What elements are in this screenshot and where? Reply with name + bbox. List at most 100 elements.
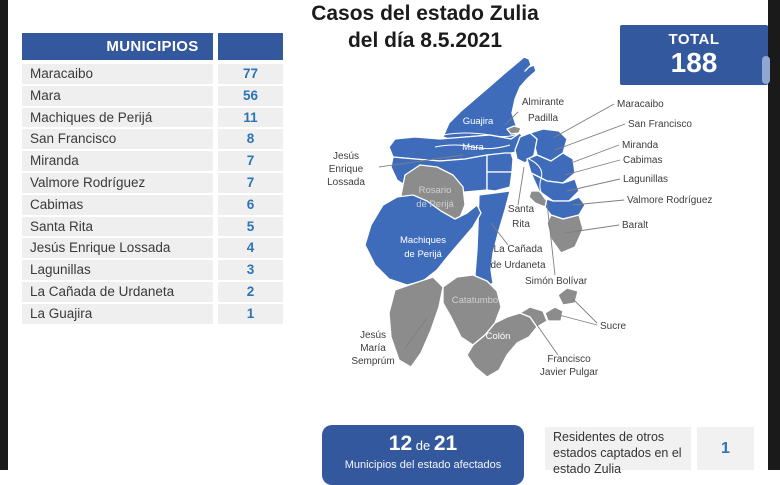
callout-maracaibo: Maracaibo xyxy=(617,99,664,110)
leader-miranda xyxy=(570,144,620,164)
scrollbar-thumb[interactable] xyxy=(762,56,770,84)
table-row: Cabimas 6 xyxy=(22,194,283,215)
map-region-maracaibo xyxy=(486,152,514,173)
affected-total: 21 xyxy=(433,432,458,455)
affected-value: 12 xyxy=(388,432,413,455)
leader-lagunillas xyxy=(566,178,621,192)
leader-cabimas xyxy=(564,159,621,176)
map-region-sucre-1 xyxy=(557,287,579,306)
map-label-rosario-2: de Perijá xyxy=(416,199,454,210)
leader-almirante xyxy=(504,111,519,126)
map-region-san-francisco xyxy=(486,171,513,192)
map-region-francisco-javier-pulgar xyxy=(519,306,548,328)
leader-fjp xyxy=(536,324,559,356)
map-region-la-canada xyxy=(474,190,511,290)
row-value: 4 xyxy=(218,238,283,259)
row-name: Machiques de Perijá xyxy=(22,107,213,128)
leader-san-francisco xyxy=(554,123,626,151)
map-label-machiques-1: Machiques xyxy=(400,235,446,246)
row-name: Lagunillas xyxy=(22,260,213,280)
residents-line3: estado Zulia xyxy=(553,461,622,476)
callout-canada-2: de Urdaneta xyxy=(490,260,545,271)
row-name: La Guajira xyxy=(22,303,213,324)
river-line xyxy=(434,144,511,150)
total-box: TOTAL 188 xyxy=(620,25,770,85)
table-row: Machiques de Perijá 11 xyxy=(22,107,283,128)
leader-sucre-1 xyxy=(572,298,598,324)
table-row: Valmore Rodríguez 7 xyxy=(22,172,283,193)
page-title: Casos del estado Zulia del día 8.5.2021 xyxy=(280,1,570,55)
callout-jms-3: Semprúm xyxy=(351,356,394,367)
map-label-rosario-1: Rosario xyxy=(419,185,452,196)
leader-jms xyxy=(404,317,428,349)
map-region-sucre-2 xyxy=(544,306,564,322)
row-name: San Francisco xyxy=(22,129,213,150)
table-row: Miranda 7 xyxy=(22,151,283,171)
row-name: Miranda xyxy=(22,151,213,171)
callout-jms-1: Jesús xyxy=(360,330,386,341)
map-label-machiques-2: de Perijá xyxy=(404,249,442,260)
table-header-label: MUNICIPIOS xyxy=(106,38,199,55)
residents-line1: Residentes de otros xyxy=(553,430,665,444)
zulia-map: Guajira Mara Rosario de Perijá Machiques… xyxy=(327,56,712,378)
callout-miranda: Miranda xyxy=(622,140,659,151)
table-row: San Francisco 8 xyxy=(22,129,283,150)
row-name: Cabimas xyxy=(22,194,213,215)
row-value: 1 xyxy=(218,303,283,324)
municipios-table: MUNICIPIOS Maracaibo 77 Mara 56 Machiques … xyxy=(22,33,283,326)
affected-sep: de xyxy=(415,438,431,453)
leader-valmore xyxy=(572,199,625,206)
title-line1: Casos del estado Zulia xyxy=(311,2,539,25)
table-row: Maracaibo 77 xyxy=(22,64,283,84)
river-line xyxy=(442,132,521,138)
residents-note: Residentes de otros estados captados en … xyxy=(545,427,691,476)
map-label-catatumbo: Catatumbo xyxy=(452,295,498,306)
callout-santa-rita-1: Santa xyxy=(508,204,535,215)
table-row: Mara 56 xyxy=(22,85,283,106)
map-label-colon: Colón xyxy=(486,331,511,342)
table-row: Lagunillas 3 xyxy=(22,260,283,280)
row-value: 3 xyxy=(218,260,283,280)
row-name: Santa Rita xyxy=(22,216,213,237)
row-name: La Cañada de Urdaneta xyxy=(22,281,213,302)
callout-almirante-1: Almirante xyxy=(522,97,565,108)
callout-fjp-1: Francisco xyxy=(547,354,591,365)
row-name: Maracaibo xyxy=(22,64,213,84)
residents-value: 1 xyxy=(697,427,754,470)
leader-santa-rita xyxy=(517,166,525,206)
affected-municipios-box: 12 de 21 Municipios del estado afectados xyxy=(322,425,524,485)
map-region-jesus-maria-semprum xyxy=(388,276,444,368)
row-value: 7 xyxy=(218,151,283,171)
table-row: Jesús Enrique Lossada 4 xyxy=(22,238,283,259)
river-line xyxy=(528,158,548,202)
callout-santa-rita-2: Rita xyxy=(512,219,530,230)
row-name: Mara xyxy=(22,85,213,106)
title-line2: del día 8.5.2021 xyxy=(347,28,503,52)
affected-count: 12 de 21 xyxy=(322,432,524,456)
leader-sucre-2 xyxy=(558,314,598,326)
leader-canada xyxy=(490,222,509,246)
map-region-almirante-padilla xyxy=(506,125,522,135)
row-value: 8 xyxy=(218,129,283,150)
affected-subtext: Municipios del estado afectados xyxy=(344,459,502,471)
callout-sucre: Sucre xyxy=(600,321,627,332)
letterbox-right xyxy=(768,0,780,470)
callout-valmore: Valmore Rodríguez xyxy=(627,195,712,206)
map-region-lagunillas xyxy=(530,172,580,202)
table-header-notch xyxy=(213,33,218,60)
table-row: La Cañada de Urdaneta 2 xyxy=(22,281,283,302)
map-label-mara: Mara xyxy=(462,142,484,153)
row-value: 56 xyxy=(218,85,283,106)
callout-jel-1: Jesús xyxy=(333,151,359,162)
map-label-guajira: Guajira xyxy=(463,116,494,127)
map-region-baralt xyxy=(546,214,584,254)
callout-almirante-2: Padilla xyxy=(528,113,558,124)
callout-jel-3: Lossada xyxy=(327,177,365,188)
leader-baralt xyxy=(564,224,620,234)
table-row: Santa Rita 5 xyxy=(22,216,283,237)
callout-baralt: Baralt xyxy=(622,220,648,231)
row-value: 7 xyxy=(218,172,283,193)
row-value: 77 xyxy=(218,64,283,84)
leader-jel xyxy=(378,154,464,168)
